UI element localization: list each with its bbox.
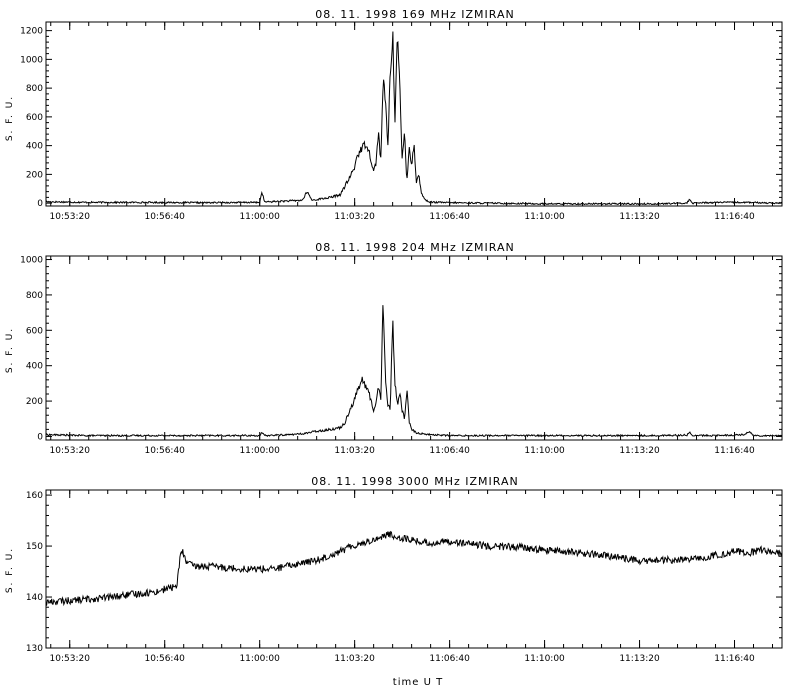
x-tick-label: 11:16:40 (714, 446, 755, 456)
y-tick-label: 400 (26, 362, 43, 372)
y-axis-label: S. F. U. (5, 547, 15, 593)
x-tick-label: 11:10:00 (524, 654, 565, 664)
x-tick-label: 11:06:40 (429, 654, 470, 664)
x-tick-label: 11:13:20 (619, 446, 660, 456)
x-tick-label: 10:56:40 (144, 446, 185, 456)
panel-title: 08. 11. 1998 204 MHz IZMIRAN (315, 241, 514, 254)
y-tick-label: 800 (26, 291, 43, 301)
x-tick-label: 11:03:20 (334, 446, 375, 456)
x-tick-label: 11:10:00 (524, 212, 565, 222)
x-tick-label: 11:00:00 (239, 212, 280, 222)
y-tick-label: 600 (26, 113, 43, 123)
series-line (45, 305, 783, 438)
panel-3000mhz: 08. 11. 1998 3000 MHz IZMIRAN S. F. U. t… (5, 475, 783, 688)
x-tick-label: 10:53:20 (50, 654, 91, 664)
x-tick-label: 10:53:20 (50, 446, 91, 456)
x-tick-label: 10:53:20 (50, 212, 91, 222)
x-tick-label: 11:03:20 (334, 654, 375, 664)
y-tick-label: 140 (26, 593, 43, 603)
x-tick-label: 11:16:40 (714, 212, 755, 222)
plot-frame (45, 255, 783, 441)
y-tick-label: 800 (26, 84, 43, 94)
y-tick-label: 160 (26, 491, 43, 501)
x-tick-label: 11:06:40 (429, 212, 470, 222)
y-tick-label: 600 (26, 326, 43, 336)
series-line (45, 31, 783, 206)
panel-169mhz: 08. 11. 1998 169 MHz IZMIRAN S. F. U. 0 2… (5, 8, 783, 222)
x-tick-label: 11:13:20 (619, 654, 660, 664)
x-tick-label: 11:00:00 (239, 446, 280, 456)
series-line (45, 530, 783, 607)
x-tick-label: 10:56:40 (144, 654, 185, 664)
x-tick-label: 11:10:00 (524, 446, 565, 456)
y-tick-label: 400 (26, 142, 43, 152)
y-tick-label: 200 (26, 170, 43, 180)
panel-204mhz: 08. 11. 1998 204 MHz IZMIRAN S. F. U. 0 2… (5, 241, 783, 456)
panel-title: 08. 11. 1998 3000 MHz IZMIRAN (311, 475, 518, 488)
x-axis-label: time U T (393, 677, 443, 688)
y-tick-label: 1000 (20, 55, 43, 65)
panel-title: 08. 11. 1998 169 MHz IZMIRAN (315, 8, 514, 21)
x-tick-label: 11:16:40 (714, 654, 755, 664)
y-tick-label: 1000 (20, 256, 43, 266)
plot-frame (45, 489, 783, 649)
y-tick-label: 0 (37, 199, 43, 209)
y-axis-label: S. F. U. (5, 95, 15, 141)
y-tick-label: 1200 (20, 27, 43, 37)
y-tick-label: 150 (26, 542, 43, 552)
y-tick-label: 0 (37, 432, 43, 442)
y-tick-label: 200 (26, 397, 43, 407)
x-tick-label: 11:06:40 (429, 446, 470, 456)
y-axis-label: S. F. U. (5, 327, 15, 373)
x-tick-label: 10:56:40 (144, 212, 185, 222)
plot-frame (45, 21, 783, 207)
x-tick-label: 11:13:20 (619, 212, 660, 222)
x-tick-label: 11:00:00 (239, 654, 280, 664)
x-tick-label: 11:03:20 (334, 212, 375, 222)
y-tick-label: 130 (26, 644, 43, 654)
